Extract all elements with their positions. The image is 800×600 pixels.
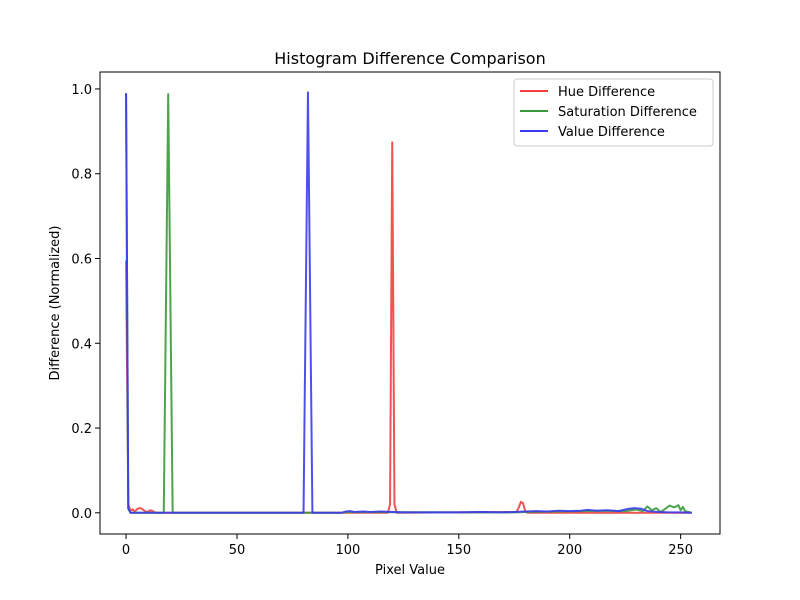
y-axis: 0.0 0.2 0.4 0.6 0.8 1.0 (71, 83, 100, 522)
y-tick-label: 0.8 (71, 168, 92, 183)
legend-box (513, 78, 714, 147)
y-axis-label: Difference (Normalized) (48, 225, 63, 380)
x-tick-label: 200 (557, 543, 582, 558)
x-axis-label: Pixel Value (375, 563, 445, 578)
y-tick-label: 0.2 (71, 422, 92, 437)
series-line-value (125, 91, 692, 514)
plot-frame (99, 71, 721, 535)
legend-label-hue: Hue Difference (558, 85, 655, 100)
x-tick-label: 100 (335, 543, 360, 558)
series-line-saturation (125, 93, 692, 514)
plot-area (100, 72, 720, 534)
x-tick-label: 0 (122, 543, 130, 558)
x-axis: 0 50 100 150 200 250 (122, 534, 693, 558)
legend: Hue Difference Saturation Difference Val… (513, 78, 714, 147)
x-tick-label: 50 (229, 543, 246, 558)
y-tick-label: 0.0 (71, 507, 92, 522)
y-tick-label: 1.0 (71, 83, 92, 98)
x-tick-label: 250 (668, 543, 693, 558)
y-tick-label: 0.6 (71, 252, 92, 267)
x-tick-label: 150 (446, 543, 471, 558)
legend-label-saturation: Saturation Difference (558, 105, 697, 120)
chart-title: Histogram Difference Comparison (274, 49, 545, 68)
legend-label-value: Value Difference (558, 125, 665, 140)
y-tick-label: 0.4 (71, 337, 92, 352)
series-layer (125, 91, 692, 514)
